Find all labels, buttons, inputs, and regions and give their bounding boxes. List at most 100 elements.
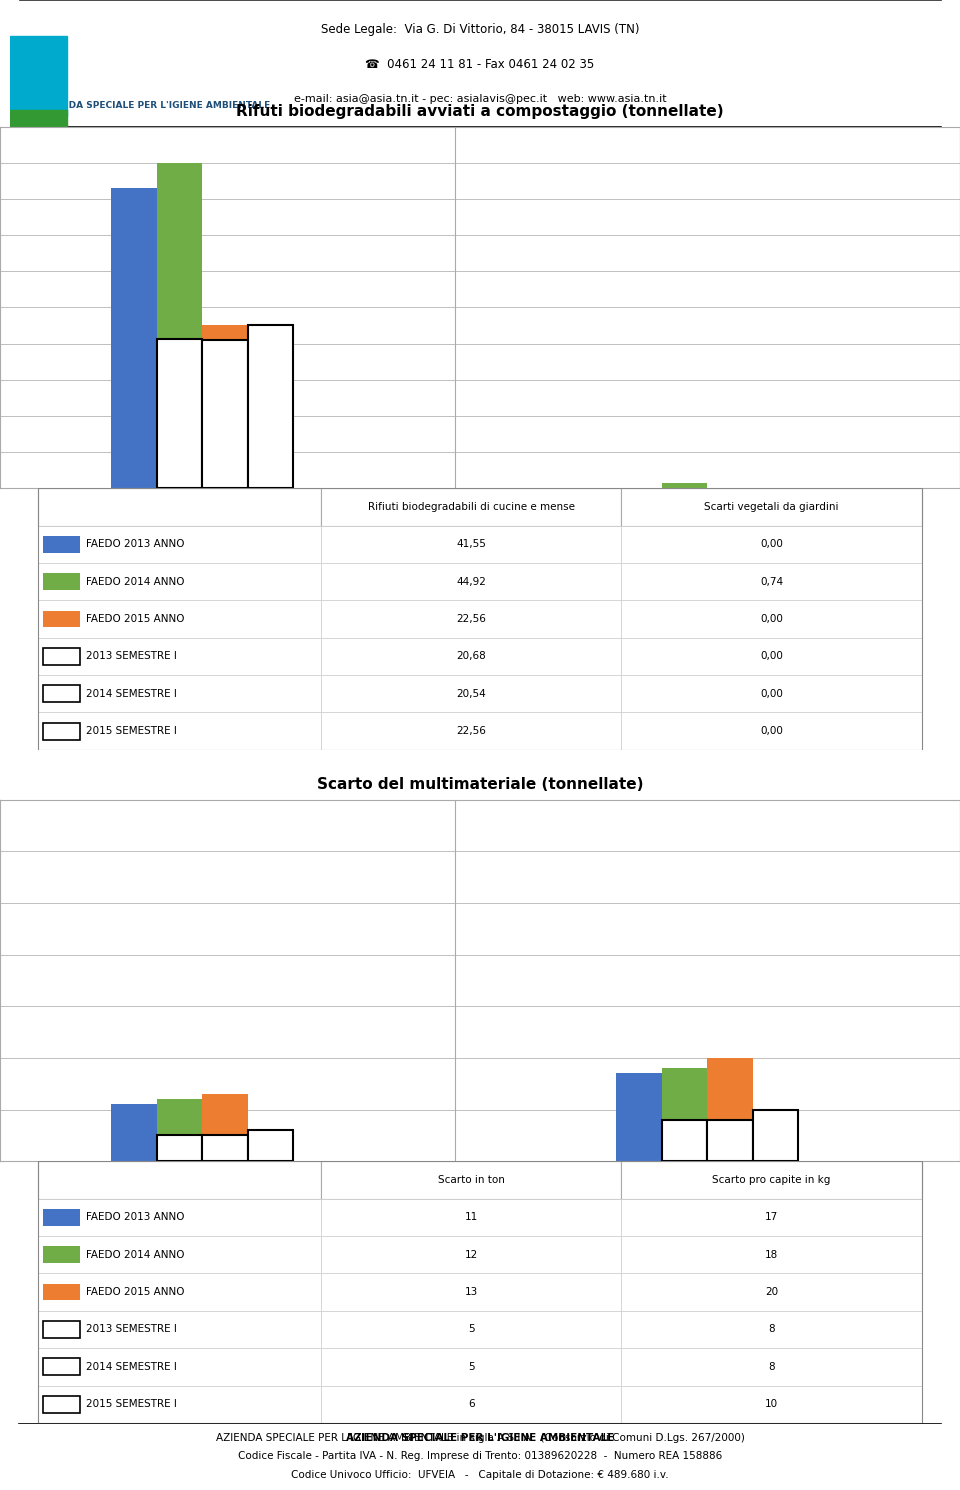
Bar bbox=[38, 1274, 321, 1311]
Text: 8: 8 bbox=[768, 1362, 775, 1372]
Bar bbox=[321, 526, 621, 563]
Text: Codice Fiscale - Partita IVA - N. Reg. Imprese di Trento: 01389620228  -  Numero: Codice Fiscale - Partita IVA - N. Reg. I… bbox=[238, 1451, 722, 1462]
Text: 22,56: 22,56 bbox=[456, 726, 486, 736]
Text: 2015 SEMESTRE I: 2015 SEMESTRE I bbox=[86, 726, 178, 736]
Text: 17: 17 bbox=[765, 1213, 779, 1222]
Bar bbox=[621, 638, 922, 675]
Bar bbox=[621, 1237, 922, 1274]
Bar bbox=[661, 1068, 708, 1161]
Bar bbox=[616, 1073, 661, 1161]
Bar bbox=[38, 638, 321, 675]
Bar bbox=[10, 110, 67, 156]
Text: Scarto pro capite in kg: Scarto pro capite in kg bbox=[712, 1176, 830, 1185]
Text: 12: 12 bbox=[465, 1250, 478, 1259]
Text: Scarto in ton: Scarto in ton bbox=[438, 1176, 505, 1185]
Text: AZIENDA SPECIALE PER L'IGIENE AMBIENTALE: AZIENDA SPECIALE PER L'IGIENE AMBIENTALE bbox=[346, 1433, 614, 1442]
Bar bbox=[321, 1198, 621, 1237]
Bar bbox=[203, 1094, 248, 1161]
Text: FAEDO 2014 ANNO: FAEDO 2014 ANNO bbox=[86, 1250, 185, 1259]
Bar bbox=[321, 1311, 621, 1348]
Bar bbox=[661, 483, 708, 489]
Bar bbox=[43, 1359, 81, 1375]
Bar bbox=[708, 1120, 753, 1161]
Text: 13: 13 bbox=[465, 1287, 478, 1298]
Bar bbox=[43, 723, 81, 739]
Text: 2015 SEMESTRE I: 2015 SEMESTRE I bbox=[86, 1399, 178, 1410]
Text: AZIENDA SPECIALE PER L'IGIENE AMBIENTALE: AZIENDA SPECIALE PER L'IGIENE AMBIENTALE bbox=[38, 101, 271, 110]
Bar bbox=[43, 1246, 81, 1264]
Bar bbox=[43, 1208, 81, 1226]
Text: 5: 5 bbox=[468, 1362, 474, 1372]
Text: 44,92: 44,92 bbox=[456, 577, 486, 587]
Bar bbox=[38, 1348, 321, 1386]
Bar bbox=[43, 1322, 81, 1338]
Bar bbox=[38, 600, 321, 638]
Bar bbox=[621, 489, 922, 526]
Bar bbox=[321, 1274, 621, 1311]
Bar bbox=[156, 1135, 203, 1161]
Bar bbox=[203, 340, 248, 489]
Bar bbox=[321, 563, 621, 600]
Bar bbox=[621, 526, 922, 563]
Text: 2014 SEMESTRE I: 2014 SEMESTRE I bbox=[86, 688, 178, 699]
Bar bbox=[38, 563, 321, 600]
Text: Scarti vegetali da giardini: Scarti vegetali da giardini bbox=[705, 502, 839, 511]
Text: 18: 18 bbox=[765, 1250, 779, 1259]
Bar bbox=[38, 1198, 321, 1237]
Bar bbox=[621, 1311, 922, 1348]
Text: FAEDO 2013 ANNO: FAEDO 2013 ANNO bbox=[86, 1213, 185, 1222]
Text: FAEDO 2014 ANNO: FAEDO 2014 ANNO bbox=[86, 577, 185, 587]
Text: 11: 11 bbox=[465, 1213, 478, 1222]
Bar bbox=[248, 325, 293, 489]
Bar bbox=[43, 574, 81, 590]
Text: 2014 SEMESTRE I: 2014 SEMESTRE I bbox=[86, 1362, 178, 1372]
Bar bbox=[38, 526, 321, 563]
Bar bbox=[43, 1284, 81, 1301]
Text: 20: 20 bbox=[765, 1287, 778, 1298]
Bar bbox=[38, 489, 321, 526]
Bar bbox=[708, 1058, 753, 1161]
Bar bbox=[661, 1120, 708, 1161]
Bar bbox=[621, 1198, 922, 1237]
Text: 8: 8 bbox=[768, 1325, 775, 1335]
Text: FAEDO 2015 ANNO: FAEDO 2015 ANNO bbox=[86, 1287, 185, 1298]
Bar bbox=[621, 1161, 922, 1198]
Bar bbox=[321, 489, 621, 526]
Bar bbox=[621, 675, 922, 712]
Text: ☎  0461 24 11 81 - Fax 0461 24 02 35: ☎ 0461 24 11 81 - Fax 0461 24 02 35 bbox=[366, 58, 594, 72]
Bar bbox=[753, 1110, 799, 1161]
Bar bbox=[111, 188, 156, 489]
Bar bbox=[43, 1396, 81, 1413]
Text: ASIA: ASIA bbox=[18, 128, 59, 145]
Bar bbox=[38, 712, 321, 749]
Bar bbox=[38, 675, 321, 712]
Text: 0,00: 0,00 bbox=[760, 614, 783, 624]
Text: 20,68: 20,68 bbox=[456, 651, 486, 662]
Text: 0,74: 0,74 bbox=[760, 577, 783, 587]
Text: AZIENDA SPECIALE PER L'IGIENE AMBIENTALE in sigla A S I A   (Consorzio di Comuni: AZIENDA SPECIALE PER L'IGIENE AMBIENTALE… bbox=[216, 1433, 744, 1442]
Text: Sede Legale:  Via G. Di Vittorio, 84 - 38015 LAVIS (TN): Sede Legale: Via G. Di Vittorio, 84 - 38… bbox=[321, 22, 639, 36]
Bar bbox=[621, 1348, 922, 1386]
Bar bbox=[38, 1161, 321, 1198]
Bar bbox=[621, 600, 922, 638]
Bar bbox=[156, 164, 203, 489]
Bar bbox=[621, 1274, 922, 1311]
Text: e-mail: asia@asia.tn.it - pec: asialavis@pec.it   web: www.asia.tn.it: e-mail: asia@asia.tn.it - pec: asialavis… bbox=[294, 94, 666, 104]
Bar bbox=[43, 611, 81, 627]
Bar bbox=[43, 648, 81, 665]
Bar bbox=[38, 1311, 321, 1348]
Bar bbox=[321, 712, 621, 749]
Text: FAEDO 2015 ANNO: FAEDO 2015 ANNO bbox=[86, 614, 185, 624]
Text: 2013 SEMESTRE I: 2013 SEMESTRE I bbox=[86, 1325, 178, 1335]
Bar bbox=[10, 36, 67, 116]
Text: 0,00: 0,00 bbox=[760, 726, 783, 736]
Bar bbox=[321, 638, 621, 675]
Bar bbox=[321, 1348, 621, 1386]
Text: FAEDO 2013 ANNO: FAEDO 2013 ANNO bbox=[86, 539, 185, 550]
Text: 0,00: 0,00 bbox=[760, 688, 783, 699]
Text: 0,00: 0,00 bbox=[760, 539, 783, 550]
Title: Rifuti biodegradabili avviati a compostaggio (tonnellate): Rifuti biodegradabili avviati a composta… bbox=[236, 103, 724, 119]
Text: Rifiuti biodegradabili di cucine e mense: Rifiuti biodegradabili di cucine e mense bbox=[368, 502, 575, 511]
Bar bbox=[38, 1386, 321, 1423]
Text: 41,55: 41,55 bbox=[456, 539, 486, 550]
